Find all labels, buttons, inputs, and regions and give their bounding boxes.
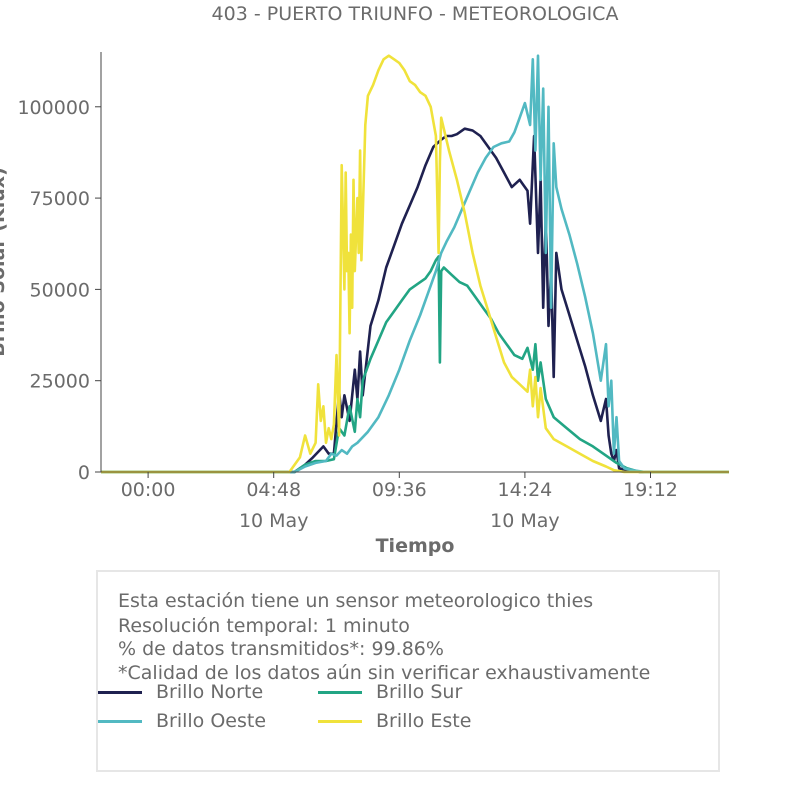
series-line-brillo-sur (101, 255, 729, 474)
info-sensor-text: Esta estación tiene un sensor meteorolog… (118, 590, 594, 612)
legend-item-este: Brillo Este (318, 710, 471, 732)
legend-swatch-este (318, 719, 362, 723)
station-info-box: Esta estación tiene un sensor meteorolog… (96, 570, 720, 772)
y-axis-label: Brillo Solar (Klux) (0, 167, 9, 357)
y-tick-label: 75000 (30, 188, 90, 210)
legend-item-sur: Brillo Sur (318, 681, 462, 703)
legend-swatch-sur (318, 690, 362, 694)
x-tick-label: 04:48 (246, 479, 301, 501)
legend-swatch-oeste (98, 719, 142, 723)
x-axis-label: Tiempo (376, 535, 455, 557)
y-tick-label: 25000 (30, 371, 90, 393)
legend-label-oeste: Brillo Oeste (156, 710, 267, 732)
x-tick-label: 09:36 (372, 479, 427, 501)
series-line-brillo-oeste (101, 54, 729, 474)
x-tick-sublabel: 10 May (239, 510, 309, 532)
info-transmitted-text: % de datos transmitidos*: 99.86% (118, 638, 444, 660)
legend-label-sur: Brillo Sur (376, 681, 463, 703)
info-quality-note: *Calidad de los datos aún sin verificar … (118, 662, 651, 684)
x-tick-label: 14:24 (498, 479, 553, 501)
series-line-brillo-este (101, 54, 729, 474)
legend-swatch-norte (98, 690, 142, 694)
legend-item-oeste: Brillo Oeste (98, 710, 266, 732)
y-tick-label: 0 (78, 462, 90, 484)
x-tick-label: 00:00 (121, 479, 176, 501)
x-tick-sublabel: 10 May (490, 510, 560, 532)
legend-label-este: Brillo Este (376, 710, 472, 732)
series-line-brillo-norte (101, 127, 729, 474)
legend-label-norte: Brillo Norte (156, 681, 264, 703)
info-resolution-text: Resolución temporal: 1 minuto (118, 615, 410, 637)
legend-item-norte: Brillo Norte (98, 681, 263, 703)
y-tick-label: 100000 (17, 97, 90, 119)
chart-title: 403 - PUERTO TRIUNFO - METEOROLOGICA (212, 3, 619, 25)
x-tick-label: 19:12 (623, 479, 678, 501)
y-tick-label: 50000 (30, 279, 90, 301)
